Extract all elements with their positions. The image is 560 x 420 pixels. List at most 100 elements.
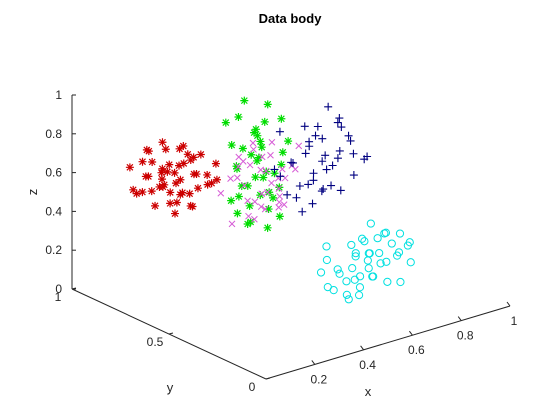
data-point: [258, 190, 266, 198]
data-point: [295, 182, 304, 190]
data-point: [163, 167, 172, 176]
data-point: [301, 149, 310, 158]
data-point: [291, 165, 299, 173]
data-point: [172, 198, 181, 207]
data-point: [324, 102, 333, 111]
z-tick-label: 0: [55, 282, 62, 296]
data-point: [308, 199, 317, 208]
y-ticks: 00.51: [55, 287, 271, 394]
data-point: [193, 184, 202, 193]
z-tick-label: 0.8: [45, 127, 62, 141]
data-point: [300, 122, 309, 131]
data-points: [125, 96, 415, 304]
data-point: [211, 159, 220, 168]
data-point: [264, 188, 271, 196]
x-tick-mark: [457, 316, 462, 321]
data-point: [138, 157, 147, 166]
x-tick-label: 1: [511, 314, 518, 328]
data-point: [147, 187, 156, 196]
data-point: [243, 181, 252, 190]
data-point: [387, 239, 396, 248]
data-point: [158, 175, 167, 184]
data-point: [348, 264, 357, 273]
data-point: [246, 161, 254, 169]
data-point: [383, 277, 392, 286]
data-point: [280, 201, 288, 208]
data-point: [155, 182, 164, 191]
data-point: [144, 147, 153, 156]
data-point: [322, 255, 332, 265]
x-axis-line: [265, 305, 511, 380]
data-point: [323, 283, 332, 292]
x-tick-label: 0.4: [359, 358, 376, 372]
data-point: [158, 164, 167, 173]
data-point: [259, 173, 268, 182]
y-tick-label: 1: [55, 290, 62, 304]
data-point: [251, 215, 258, 223]
data-point: [393, 251, 402, 260]
data-point: [321, 151, 330, 160]
data-point: [234, 163, 242, 171]
series-2: [217, 138, 303, 228]
data-point: [192, 170, 201, 179]
data-point: [138, 188, 147, 197]
data-point: [240, 96, 249, 105]
data-point: [322, 242, 331, 251]
data-point: [318, 134, 327, 143]
data-point: [275, 183, 284, 192]
data-point: [175, 144, 184, 153]
data-point: [262, 167, 270, 175]
data-point: [264, 205, 273, 214]
data-point: [292, 193, 301, 202]
data-point: [243, 219, 252, 228]
data-point: [250, 128, 259, 137]
data-point: [256, 137, 265, 146]
data-point: [335, 146, 344, 155]
data-point: [346, 136, 355, 145]
data-point: [203, 180, 212, 189]
data-point: [351, 252, 360, 261]
data-point: [276, 172, 285, 181]
data-point: [270, 165, 279, 174]
data-point: [380, 229, 389, 238]
data-point: [354, 291, 364, 300]
data-point: [277, 114, 286, 123]
data-point: [161, 145, 170, 154]
chart-title: Data body: [259, 11, 323, 26]
data-point: [234, 192, 243, 201]
data-point: [227, 141, 236, 150]
z-tick-label: 0.4: [45, 204, 62, 218]
data-point: [261, 205, 269, 213]
data-point: [157, 168, 166, 177]
z-tick-label: 0.6: [45, 166, 62, 180]
x-tick-label: 0.6: [408, 343, 425, 357]
data-point: [179, 159, 188, 168]
data-point: [349, 149, 358, 158]
data-point: [403, 241, 412, 250]
data-point: [335, 114, 344, 123]
data-point: [212, 175, 221, 184]
data-point: [347, 240, 356, 250]
data-point: [311, 131, 320, 140]
data-point: [283, 190, 292, 199]
data-point: [382, 257, 391, 266]
data-point: [129, 185, 138, 194]
data-point: [406, 258, 415, 267]
x-tick-mark: [360, 345, 365, 351]
y-tick-mark: [71, 287, 77, 290]
data-point: [260, 117, 269, 126]
data-point: [246, 217, 255, 226]
x-ticks: 0.2 0.4 0.6 0.8 1: [310, 301, 518, 386]
data-point: [251, 198, 259, 206]
data-point: [350, 275, 359, 284]
data-point: [318, 157, 327, 166]
x-tick-label: 0.2: [310, 372, 327, 386]
data-point: [265, 188, 274, 197]
data-point: [250, 146, 257, 153]
x-tick-mark: [506, 301, 511, 307]
data-point: [178, 188, 187, 197]
data-point: [245, 201, 254, 210]
data-point: [337, 123, 346, 132]
data-point: [257, 203, 265, 211]
